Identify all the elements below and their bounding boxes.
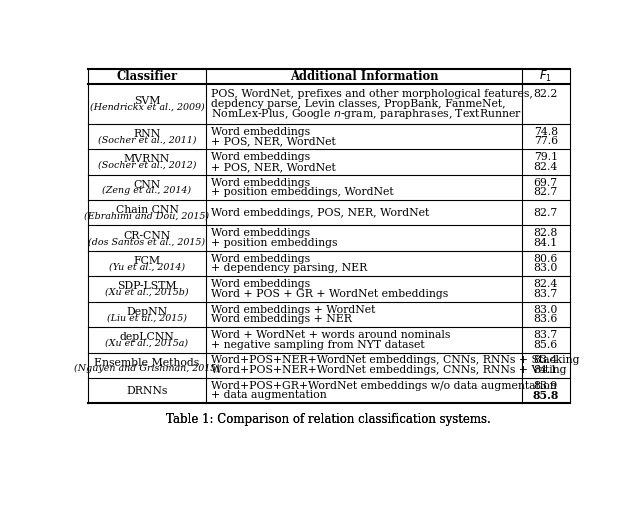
Text: Word+POS+NER+WordNet embeddings, CNNs, RNNs + Stacking: Word+POS+NER+WordNet embeddings, CNNs, R… [211,355,579,365]
Text: (Socher et al., 2011): (Socher et al., 2011) [98,136,196,145]
Text: Word embeddings: Word embeddings [211,279,310,289]
Text: 79.1: 79.1 [534,152,558,162]
Text: POS, WordNet, prefixes and other morphological features,: POS, WordNet, prefixes and other morphol… [211,89,533,99]
Text: 85.8: 85.8 [532,390,559,401]
Text: Classifier: Classifier [116,70,178,83]
Text: + negative sampling from NYT dataset: + negative sampling from NYT dataset [211,340,424,350]
Text: depdency parse, Levin classes, PropBank, FanmeNet,: depdency parse, Levin classes, PropBank,… [211,99,506,109]
Text: 82.2: 82.2 [534,89,558,99]
Text: 83.7: 83.7 [534,289,558,299]
Text: + position embeddings, WordNet: + position embeddings, WordNet [211,187,394,197]
Text: Word embeddings: Word embeddings [211,177,310,187]
Text: NomLex-Plus, Google $n$-gram, paraphrases, TextRunner: NomLex-Plus, Google $n$-gram, paraphrase… [211,106,522,121]
Text: + dependency parsing, NER: + dependency parsing, NER [211,264,367,274]
Text: CR-CNN: CR-CNN [124,231,171,241]
Text: Word embeddings: Word embeddings [211,254,310,264]
Text: Word embeddings + NER: Word embeddings + NER [211,314,352,324]
Text: Word embeddings + WordNet: Word embeddings + WordNet [211,305,375,315]
Text: 82.8: 82.8 [534,229,558,239]
Text: CNN: CNN [133,180,161,189]
Text: Chain CNN: Chain CNN [116,205,179,215]
Text: 83.0: 83.0 [534,305,558,315]
Text: $F_1$: $F_1$ [540,69,552,84]
Text: Additional Information: Additional Information [290,70,438,83]
Text: 82.4: 82.4 [534,162,558,172]
Text: 82.7: 82.7 [534,187,558,197]
Text: depLCNN: depLCNN [120,332,175,342]
Text: (Socher et al., 2012): (Socher et al., 2012) [98,161,196,170]
Text: FCM: FCM [134,256,161,266]
Text: Table 1: Comparison of relation classification systems.: Table 1: Comparison of relation classifi… [166,412,491,425]
Text: 83.0: 83.0 [534,264,558,274]
Text: (Zeng et al., 2014): (Zeng et al., 2014) [102,186,191,195]
Text: 82.7: 82.7 [534,208,558,218]
Text: + data augmentation: + data augmentation [211,390,327,400]
Text: MVRNN: MVRNN [124,155,170,164]
Text: Word embeddings: Word embeddings [211,152,310,162]
Text: Word + POS + GR + WordNet embeddings: Word + POS + GR + WordNet embeddings [211,289,448,299]
Text: (Xu et al., 2015a): (Xu et al., 2015a) [106,339,189,348]
Text: DepNN: DepNN [127,307,168,317]
Text: 84.1: 84.1 [534,365,558,375]
Text: SDP-LSTM: SDP-LSTM [117,281,177,291]
Text: (Nguyen and Grishman, 2015): (Nguyen and Grishman, 2015) [74,364,220,373]
Text: 83.7: 83.7 [534,330,558,340]
Text: (Liu et al., 2015): (Liu et al., 2015) [107,313,187,323]
Text: (Hendrickx et al., 2009): (Hendrickx et al., 2009) [90,103,204,112]
Text: 83.6: 83.6 [534,314,558,324]
Text: 83.9: 83.9 [534,381,558,391]
Text: 69.7: 69.7 [534,177,558,187]
Text: Word+POS+NER+WordNet embeddings, CNNs, RNNs + Voting: Word+POS+NER+WordNet embeddings, CNNs, R… [211,365,566,375]
Text: Word embeddings: Word embeddings [211,127,310,137]
Text: Table 1: Comparison of relation classification systems.: Table 1: Comparison of relation classifi… [166,412,491,425]
Text: (Xu et al., 2015b): (Xu et al., 2015b) [105,288,189,297]
Text: 84.1: 84.1 [534,238,558,248]
Text: SVM: SVM [134,97,160,106]
Text: 83.4: 83.4 [534,355,558,365]
Text: RNN: RNN [134,129,161,139]
Text: 85.6: 85.6 [534,340,558,350]
Text: Ensemble Methods: Ensemble Methods [95,358,200,367]
Text: (dos Santos et al., 2015): (dos Santos et al., 2015) [88,237,205,246]
Text: 77.6: 77.6 [534,136,558,146]
Text: (Ebrahimi and Dou, 2015): (Ebrahimi and Dou, 2015) [84,212,210,221]
Text: (Yu et al., 2014): (Yu et al., 2014) [109,263,185,271]
Text: 80.6: 80.6 [534,254,558,264]
Text: + POS, NER, WordNet: + POS, NER, WordNet [211,162,336,172]
Text: + position embeddings: + position embeddings [211,238,337,248]
Text: Word + WordNet + words around nominals: Word + WordNet + words around nominals [211,330,451,340]
Text: Word embeddings, POS, NER, WordNet: Word embeddings, POS, NER, WordNet [211,208,429,218]
Text: Word+POS+GR+WordNet embeddings w/o data augmentation: Word+POS+GR+WordNet embeddings w/o data … [211,381,557,391]
Text: Word embeddings: Word embeddings [211,229,310,239]
Text: + POS, NER, WordNet: + POS, NER, WordNet [211,136,336,146]
Text: 74.8: 74.8 [534,127,558,137]
Text: 82.4: 82.4 [534,279,558,289]
Text: DRNNs: DRNNs [126,386,168,396]
